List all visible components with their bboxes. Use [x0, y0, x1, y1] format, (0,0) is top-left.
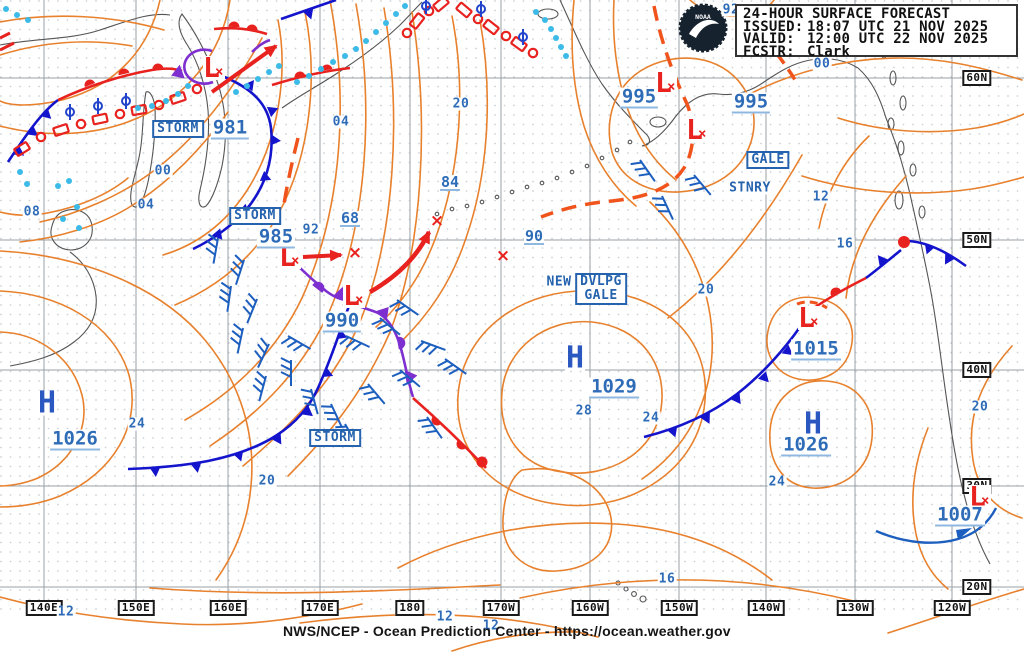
forecast-header-box: 24-HOUR SURFACE FORECAST ISSUED: 18:07 UT…: [735, 4, 1018, 60]
warm-fronts: [0, 21, 910, 469]
low-pressure-value: 990: [322, 309, 362, 333]
low-cross-mark: ×: [215, 64, 224, 80]
warning-box-line: STORM: [234, 208, 276, 223]
lon-label-140W: 140W: [747, 600, 785, 616]
phi-symbols: [65, 0, 528, 120]
warning-text-new: NEW: [546, 274, 572, 290]
warning-box-line: STORM: [314, 430, 356, 445]
isobar-label: 00: [153, 163, 173, 179]
isobar-label: 04: [136, 197, 156, 213]
low-pressure-value: 995: [731, 90, 771, 114]
low-center-symbol: L ×: [686, 113, 708, 146]
low-cross-mark: ×: [981, 493, 990, 509]
isobar-label: 16: [657, 571, 677, 587]
isobar-label: 92: [301, 222, 321, 238]
low-center-symbol: L ×: [798, 301, 820, 334]
high-center-symbol: H: [802, 406, 824, 442]
lat-label-20N: 20N: [962, 579, 992, 595]
warning-box-line: GALE: [751, 152, 785, 167]
lon-label-170W: 170W: [482, 600, 520, 616]
high-pressure-value: 1029: [589, 375, 639, 399]
lon-label-180: 180: [395, 600, 425, 616]
low-cross-mark: ×: [698, 126, 707, 142]
low-pressure-value: 1007: [935, 503, 985, 527]
isobar-label: 16: [835, 236, 855, 252]
isobar-label: 04: [331, 114, 351, 130]
low-cross-mark: ×: [355, 292, 364, 308]
isobar-label: 00: [812, 56, 832, 72]
warning-box-storm: STORM: [229, 207, 281, 225]
isobar-label: 20: [451, 96, 471, 112]
isobar-label: 28: [574, 403, 594, 419]
low-pressure-value: 981: [210, 116, 250, 140]
isobar-label: 08: [22, 204, 42, 220]
isobar-label: 12: [481, 618, 501, 634]
isobar-label: 20: [970, 399, 990, 415]
isobar-label: 20: [257, 473, 277, 489]
warning-box-line: GALE: [584, 288, 618, 303]
high-center-symbol: H: [36, 385, 58, 421]
lat-label-40N: 40N: [962, 362, 992, 378]
low-pressure-value: 995: [619, 85, 659, 109]
forecast-pressure-value: 68: [339, 209, 361, 227]
developing-front-dots: [3, 3, 569, 231]
isobar-label: 20: [696, 282, 716, 298]
high-pressure-value: 1026: [781, 433, 831, 457]
lon-label-160W: 160W: [571, 600, 609, 616]
credit-line: NWS/NCEP - Ocean Prediction Center - htt…: [283, 623, 731, 639]
lon-label-170E: 170E: [301, 600, 339, 616]
low-pressure-value: 1015: [791, 337, 841, 361]
lon-label-160E: 160E: [209, 600, 247, 616]
forecast-position-mark: ×: [429, 211, 445, 231]
lat-label-60N: 60N: [962, 70, 992, 86]
header-valid: VALID: 12:00 UTC 22 NOV 2025: [743, 31, 989, 47]
isobar-label: 24: [641, 410, 661, 426]
forecast-position-mark: ×: [347, 243, 363, 263]
low-cross-mark: ×: [667, 79, 676, 95]
low-center-symbol: L ×: [279, 240, 301, 273]
isobar-label: 24: [127, 416, 147, 432]
high-center-symbol: H: [564, 340, 586, 376]
isobar-label: 12: [811, 189, 831, 205]
isobar-label: 24: [767, 474, 787, 490]
high-pressure-value: 1026: [50, 427, 100, 451]
movement-arrows: [210, 44, 432, 294]
low-center-symbol: L ×: [655, 66, 677, 99]
low-center-symbol: L ×: [343, 279, 365, 312]
warning-box-storm: STORM: [152, 120, 204, 138]
low-center-symbol: L ×: [969, 480, 991, 513]
warning-box-line: STORM: [157, 121, 199, 136]
warning-text-stnry: STNRY: [729, 180, 771, 196]
noaa-logo: NOAA: [678, 3, 728, 53]
lon-label-150E: 150E: [117, 600, 155, 616]
low-cross-mark: ×: [291, 253, 300, 269]
header-forecaster: FCSTR: Clark: [743, 43, 851, 60]
low-center-symbol: L ×: [203, 51, 225, 84]
lon-label-150W: 150W: [660, 600, 698, 616]
low-cross-mark: ×: [810, 314, 819, 330]
noaa-logo-text: NOAA: [695, 13, 711, 21]
lon-label-130W: 130W: [836, 600, 874, 616]
warning-box-gale: GALE: [746, 151, 790, 169]
warning-box-dvlpg-gale: DVLPG GALE: [575, 273, 627, 305]
warning-box-storm: STORM: [309, 429, 361, 447]
isobar-label: 12: [435, 609, 455, 625]
header-title: 24-HOUR SURFACE FORECAST: [743, 6, 951, 22]
forecast-pressure-value: 84: [439, 173, 461, 191]
forecast-position-mark: ×: [495, 246, 511, 266]
lat-label-50N: 50N: [962, 232, 992, 248]
header-issued: ISSUED: 18:07 UTC 21 NOV 2025: [743, 18, 989, 35]
isobar-label: 12: [56, 604, 76, 620]
low-pressure-value: 985: [256, 225, 296, 249]
hawaii-islands: [615, 580, 647, 603]
warning-box-line: DVLPG: [580, 274, 622, 289]
lon-label-120W: 120W: [933, 600, 971, 616]
cold-fronts: [6, 0, 998, 544]
forecast-pressure-value: 90: [523, 227, 545, 245]
aleutian-islands: [434, 139, 633, 217]
